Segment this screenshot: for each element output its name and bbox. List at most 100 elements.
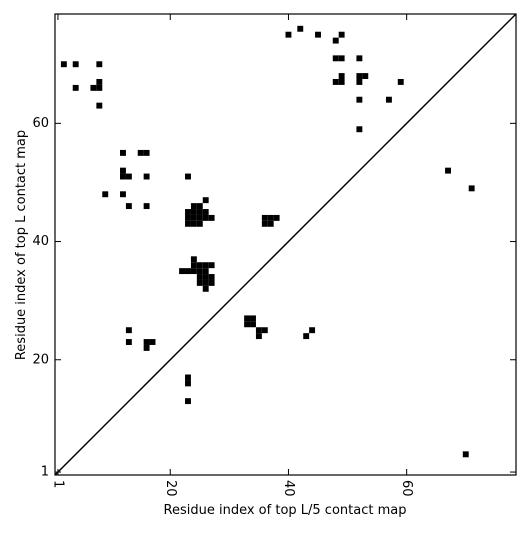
plot-frame	[54, 13, 517, 476]
contact-cell	[202, 268, 209, 275]
contact-cell	[60, 61, 67, 68]
contact-cell	[332, 55, 339, 62]
y-axis-label: Residue index of top L contact map	[14, 130, 29, 360]
contact-cell	[143, 149, 150, 156]
x-tick-label: 1	[50, 480, 65, 488]
x-axis-label: Residue index of top L/5 contact map	[164, 503, 407, 518]
contact-cell	[202, 214, 209, 221]
contact-cell	[72, 84, 79, 91]
contact-cell	[185, 220, 191, 227]
contact-cell	[315, 31, 321, 38]
contact-cell	[190, 256, 197, 263]
contact-cell	[356, 73, 363, 80]
contact-cell	[202, 197, 209, 204]
contact-cell	[125, 173, 132, 180]
contact-cell	[261, 327, 268, 334]
contact-cell	[196, 209, 203, 215]
contact-cell	[303, 333, 310, 340]
contact-cell	[143, 339, 150, 345]
contact-cell	[137, 149, 144, 156]
contact-cell	[273, 214, 280, 221]
contact-cell	[267, 220, 274, 227]
contact-cell	[356, 79, 363, 85]
contact-cell	[385, 96, 392, 103]
y-tick-label: 1	[41, 465, 49, 480]
contact-cell	[261, 214, 268, 221]
contact-cell	[96, 102, 103, 109]
contact-cell	[185, 268, 191, 275]
contact-cell	[185, 398, 191, 405]
contact-cell	[96, 61, 103, 68]
contact-cell	[297, 25, 304, 32]
contact-cell	[397, 79, 404, 85]
contact-cell	[185, 209, 191, 215]
contact-cell	[356, 55, 363, 62]
contact-cell	[179, 268, 186, 275]
contact-cell	[250, 321, 256, 328]
contact-cell	[255, 327, 262, 334]
contact-cell	[190, 220, 197, 227]
contact-cell	[72, 61, 79, 68]
contact-cell	[185, 380, 191, 387]
contact-cell	[185, 173, 191, 180]
contact-cell	[445, 167, 451, 174]
contact-cell	[202, 285, 209, 292]
contact-cell	[196, 279, 203, 286]
contact-cell	[190, 214, 197, 221]
contact-cell	[255, 333, 262, 340]
diagonal	[54, 13, 517, 476]
contact-cell	[244, 315, 251, 322]
contact-cell	[149, 339, 156, 345]
contact-cell	[196, 262, 203, 269]
y-tick-label: 60	[32, 116, 49, 131]
x-tick-label: 20	[163, 480, 178, 497]
y-tick-label: 40	[32, 234, 49, 249]
contact-cell	[202, 209, 209, 215]
contact-cell	[208, 274, 215, 280]
contact-cell	[143, 203, 150, 210]
contact-cell	[190, 203, 197, 210]
contact-cell	[244, 321, 251, 328]
contact-cell	[190, 268, 197, 275]
contact-cell	[202, 274, 209, 280]
contact-cell	[338, 79, 345, 85]
contact-cell	[190, 209, 197, 215]
contact-cell	[120, 191, 126, 198]
contact-cell	[120, 167, 126, 174]
contact-cell	[285, 31, 292, 38]
x-tick-label: 40	[281, 480, 296, 497]
contact-cell	[96, 84, 103, 91]
contact-cell	[362, 73, 369, 80]
contact-cell	[338, 31, 345, 38]
contact-cell	[190, 262, 197, 269]
x-tick-label: 60	[399, 480, 414, 497]
contact-cell	[261, 220, 268, 227]
contact-cell	[250, 315, 256, 322]
contact-cell	[356, 126, 363, 133]
contact-cell	[332, 79, 339, 85]
contact-cell	[143, 344, 150, 351]
contact-cell	[185, 214, 191, 221]
contact-cell	[196, 203, 203, 210]
contact-cell	[196, 268, 203, 275]
contact-cell	[196, 274, 203, 280]
contact-cell	[202, 279, 209, 286]
contact-cell	[143, 173, 150, 180]
contact-cell	[356, 96, 363, 103]
contact-cell	[208, 262, 215, 269]
contact-cell	[96, 79, 103, 85]
y-tick-label: 20	[32, 352, 49, 367]
contact-cell	[196, 220, 203, 227]
contact-cell	[338, 55, 345, 62]
contact-cell	[125, 339, 132, 345]
contact-cell	[338, 73, 345, 80]
contact-cell	[332, 37, 339, 44]
contact-cell	[120, 173, 126, 180]
contact-cell	[468, 185, 475, 192]
contact-cell	[120, 149, 126, 156]
contact-cell	[309, 327, 316, 334]
contact-cell	[208, 214, 215, 221]
contact-cell	[462, 451, 469, 458]
contact-cell	[102, 191, 109, 198]
